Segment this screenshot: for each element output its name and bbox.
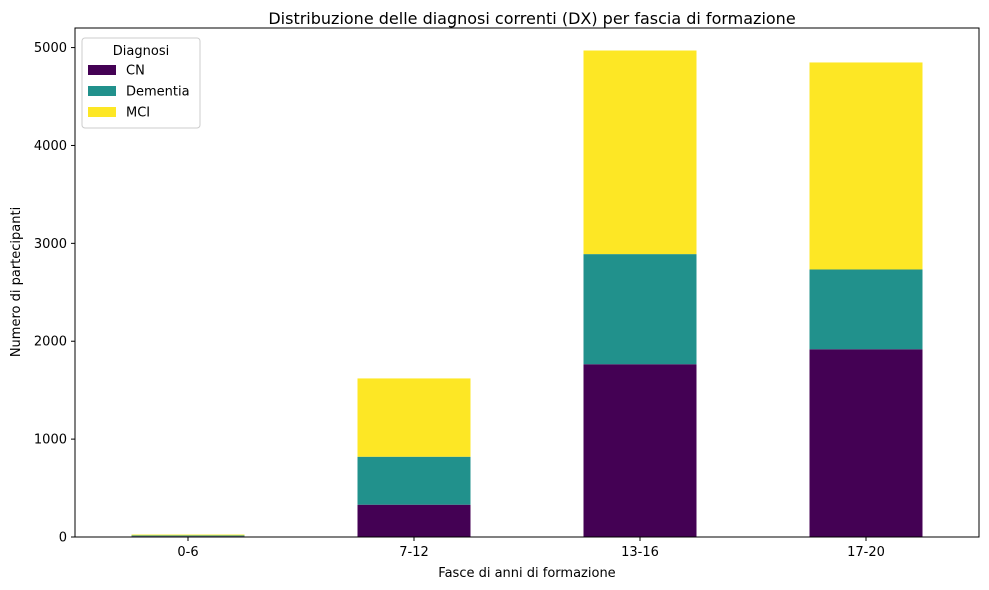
y-tick-label: 4000	[34, 139, 67, 154]
y-tick-label: 5000	[34, 41, 67, 56]
legend-swatch-dementia	[88, 86, 116, 96]
x-axis: 0-6 7-12 13-16 17-20	[177, 537, 885, 560]
legend-title: Diagnosi	[113, 44, 169, 59]
legend-label-mci: MCI	[126, 106, 150, 121]
bar-mci-17-20	[809, 62, 923, 270]
bar-cn-7-12	[357, 504, 471, 537]
y-tick-label: 1000	[34, 433, 67, 448]
y-axis-label: Numero di partecipanti	[9, 207, 24, 357]
legend-swatch-cn	[88, 65, 116, 75]
bar-dementia-0-6	[131, 535, 245, 537]
bar-dementia-13-16	[583, 254, 697, 365]
y-tick-label: 2000	[34, 335, 67, 350]
bars-layer	[131, 50, 923, 537]
y-axis: 0 1000 2000 3000 4000 5000	[34, 41, 75, 546]
bar-dementia-7-12	[357, 456, 471, 505]
legend-swatch-mci	[88, 107, 116, 117]
x-tick-label: 13-16	[621, 545, 659, 560]
bar-mci-13-16	[583, 50, 697, 255]
bar-dementia-17-20	[809, 269, 923, 350]
x-tick-label: 17-20	[847, 545, 885, 560]
bar-cn-17-20	[809, 349, 923, 537]
x-axis-label: Fasce di anni di formazione	[438, 566, 615, 581]
legend-label-cn: CN	[126, 64, 145, 79]
x-tick-label: 0-6	[177, 545, 198, 560]
legend-label-dementia: Dementia	[126, 85, 190, 100]
legend-box	[81, 37, 201, 129]
plot-frame	[74, 27, 980, 538]
x-tick-label: 7-12	[399, 545, 429, 560]
y-tick-label: 3000	[34, 237, 67, 252]
bar-cn-13-16	[583, 364, 697, 537]
bar-mci-0-6	[131, 534, 245, 536]
y-tick-label: 0	[59, 531, 67, 546]
legend: Diagnosi CN Dementia MCI	[81, 37, 201, 129]
bar-mci-7-12	[357, 378, 471, 457]
chart-title: Distribuzione delle diagnosi correnti (D…	[268, 9, 795, 28]
